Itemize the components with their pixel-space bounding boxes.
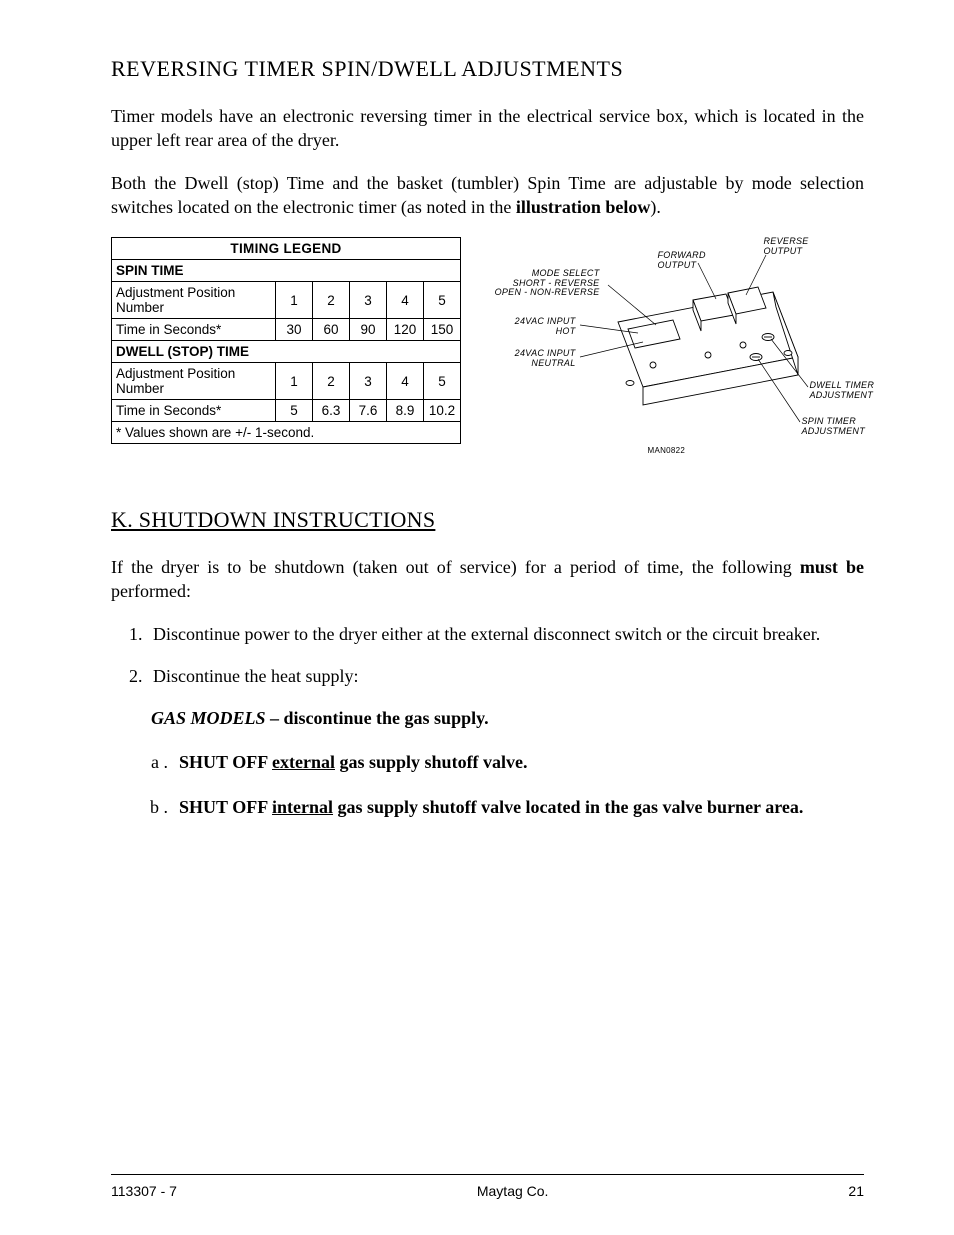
dwell-val-5: 10.2 <box>424 400 461 422</box>
dwell-adj-label: Adjustment Position Number <box>112 363 276 400</box>
spin-col-4: 4 <box>387 282 424 319</box>
shutdown-intro: If the dryer is to be shutdown (taken ou… <box>111 555 864 604</box>
sub-b-pre: SHUT OFF <box>179 797 272 817</box>
sub-b-post: gas supply shutoff valve located in the … <box>333 797 799 817</box>
paragraph-2: Both the Dwell (stop) Time and the baske… <box>111 171 864 220</box>
heading-shutdown-instructions: K. SHUTDOWN INSTRUCTIONS <box>111 507 864 533</box>
dwell-col-5: 5 <box>424 363 461 400</box>
step-2: Discontinue the heat supply: <box>147 664 864 688</box>
para2-post: ). <box>650 197 661 217</box>
para2-pre: Both the Dwell (stop) Time and the baske… <box>111 173 864 217</box>
sub-b-underline: internal <box>272 797 333 817</box>
timing-legend-footnote: * Values shown are +/- 1-second. <box>112 422 461 444</box>
dwell-val-4: 8.9 <box>387 400 424 422</box>
heading-reversing-timer: REVERSING TIMER SPIN/DWELL ADJUSTMENTS <box>111 56 864 82</box>
gas-models-rest: – discontinue the gas supply <box>266 708 485 728</box>
dwell-time-label: Time in Seconds* <box>112 400 276 422</box>
timing-legend-title: TIMING LEGEND <box>112 238 461 260</box>
label-24vac-hot: 24VAC INPUTHOT <box>515 317 576 336</box>
substep-a: SHUT OFF external gas supply shutoff val… <box>177 749 864 776</box>
dwell-col-1: 1 <box>276 363 313 400</box>
timer-board-diagram: REVERSEOUTPUT FORWARDOUTPUT MODE SELECTS… <box>498 237 858 467</box>
dwell-time-header: DWELL (STOP) TIME <box>112 341 461 363</box>
intro-pre: If the dryer is to be shutdown (taken ou… <box>111 557 800 577</box>
gas-models-line: GAS MODELS – discontinue the gas supply. <box>151 706 864 730</box>
gas-substeps-list: SHUT OFF external gas supply shutoff val… <box>177 749 864 821</box>
spin-val-5: 150 <box>424 319 461 341</box>
shutdown-steps-list: Discontinue power to the dryer either at… <box>147 622 864 689</box>
label-part-number: MAN0822 <box>648 447 686 455</box>
dwell-col-2: 2 <box>313 363 350 400</box>
footer-rule <box>111 1174 864 1175</box>
sub-a-post: gas supply shutoff valve <box>335 752 523 772</box>
dwell-val-3: 7.6 <box>350 400 387 422</box>
spin-col-3: 3 <box>350 282 387 319</box>
spin-time-header: SPIN TIME <box>112 260 461 282</box>
timing-legend-table: TIMING LEGEND SPIN TIME Adjustment Posit… <box>111 237 461 444</box>
footer-page-number: 21 <box>848 1183 864 1199</box>
page-footer: 113307 - 7 Maytag Co. 21 <box>111 1183 864 1199</box>
spin-adj-label: Adjustment Position Number <box>112 282 276 319</box>
spin-time-label: Time in Seconds* <box>112 319 276 341</box>
intro-bold: must be <box>800 557 864 577</box>
dwell-val-1: 5 <box>276 400 313 422</box>
step-1: Discontinue power to the dryer either at… <box>147 622 864 646</box>
spin-col-5: 5 <box>424 282 461 319</box>
sub-a-underline: external <box>272 752 335 772</box>
spin-col-2: 2 <box>313 282 350 319</box>
paragraph-1: Timer models have an electronic reversin… <box>111 104 864 153</box>
label-24vac-neutral: 24VAC INPUTNEUTRAL <box>515 349 576 368</box>
intro-post: performed: <box>111 581 191 601</box>
substep-b: SHUT OFF internal gas supply shutoff val… <box>177 794 864 821</box>
spin-col-1: 1 <box>276 282 313 319</box>
spin-val-4: 120 <box>387 319 424 341</box>
spin-val-1: 30 <box>276 319 313 341</box>
label-mode-select: MODE SELECTSHORT - REVERSEOPEN - NON-REV… <box>495 269 600 297</box>
gas-models-label: GAS MODELS <box>151 708 266 728</box>
footer-company: Maytag Co. <box>477 1183 549 1199</box>
dwell-col-3: 3 <box>350 363 387 400</box>
dwell-val-2: 6.3 <box>313 400 350 422</box>
footer-doc-number: 113307 - 7 <box>111 1183 177 1199</box>
label-forward-output: FORWARDOUTPUT <box>658 251 706 270</box>
spin-val-3: 90 <box>350 319 387 341</box>
spin-val-2: 60 <box>313 319 350 341</box>
dwell-col-4: 4 <box>387 363 424 400</box>
label-reverse-output: REVERSEOUTPUT <box>764 237 809 256</box>
label-spin-adjustment: SPIN TIMERADJUSTMENT <box>802 417 866 436</box>
sub-a-pre: SHUT OFF <box>179 752 272 772</box>
para2-bold: illustration below <box>516 197 651 217</box>
label-dwell-adjustment: DWELL TIMERADJUSTMENT <box>810 381 875 400</box>
